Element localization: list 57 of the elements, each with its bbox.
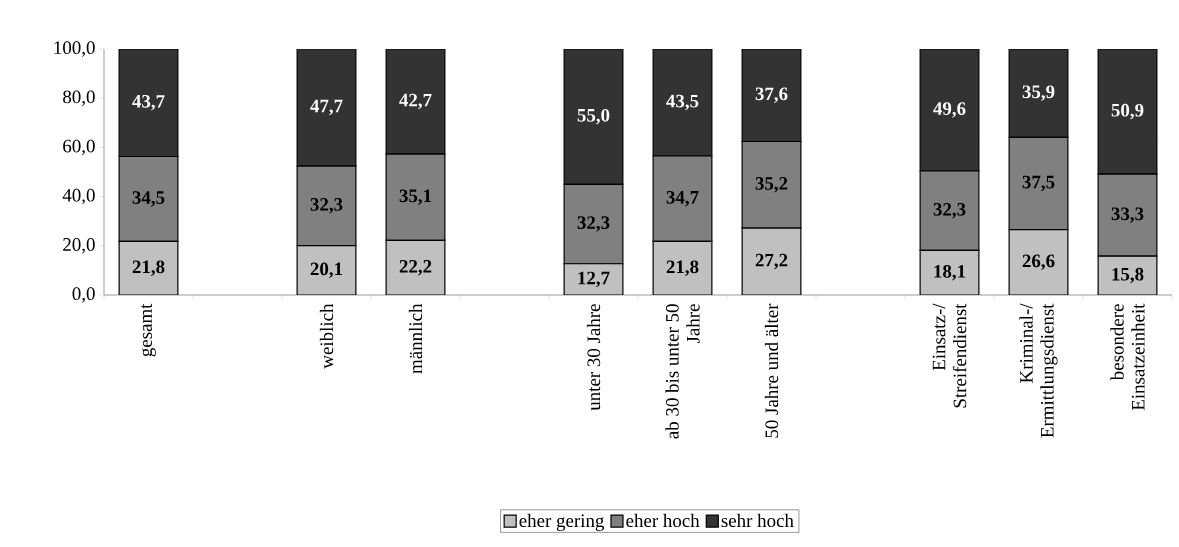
data-label: 27,2	[755, 253, 788, 270]
bar	[741, 227, 802, 295]
x-tick-label: 50 Jahre und älter	[764, 303, 779, 438]
x-tick-label: unter 30 Jahre	[586, 304, 601, 411]
y-tick-label: 80,0	[63, 90, 95, 106]
data-label: 21,8	[132, 260, 165, 276]
data-label: 32,3	[310, 198, 343, 214]
data-label: 15,8	[1112, 267, 1144, 284]
x-tick-label: ab 30 bis unter 50 Jahre	[665, 304, 700, 439]
x-tick-label: weiblich	[319, 303, 334, 369]
data-label: 26,6	[1022, 254, 1055, 270]
y-tick-label: 40,0	[62, 188, 95, 205]
legend-label: eher gering	[519, 513, 605, 531]
data-label: 35,2	[755, 177, 788, 193]
bar	[385, 239, 446, 295]
data-label: 20,1	[310, 262, 343, 279]
bar	[296, 49, 357, 167]
data-label: 22,2	[399, 259, 432, 276]
y-tick-label: 20,0	[63, 238, 95, 254]
data-label: 50,9	[1111, 103, 1144, 120]
data-label: 35,9	[1022, 85, 1055, 101]
bar	[652, 49, 713, 157]
data-label: 21,8	[666, 260, 699, 276]
data-label: 55,0	[577, 108, 610, 125]
legend-label: sehr hoch	[721, 513, 794, 528]
bar	[919, 49, 980, 172]
data-label: 49,6	[933, 102, 966, 118]
bar	[1008, 49, 1069, 138]
data-label: 18,1	[934, 264, 966, 281]
data-label: 37,5	[1022, 175, 1055, 192]
data-label: 42,7	[399, 93, 432, 110]
data-label: 43,7	[132, 95, 165, 111]
legend-label: eher hoch	[626, 513, 700, 528]
bar	[1008, 228, 1069, 295]
y-tick-label: 0,0	[72, 287, 95, 303]
x-tick-label: Kriminal-/ Ermittlungsdienst	[1019, 303, 1058, 438]
data-label: 32,3	[577, 216, 610, 232]
x-tick-label: gesamt	[141, 303, 156, 357]
bar	[385, 49, 446, 155]
data-label: 32,3	[933, 203, 966, 219]
data-label: 47,7	[310, 99, 343, 116]
bar	[118, 49, 179, 158]
x-tick-label: Einsatz-/ Streifendienst	[932, 303, 967, 408]
data-label: 34,5	[132, 191, 165, 207]
data-label: 35,1	[399, 189, 432, 205]
bar	[563, 49, 624, 185]
data-label: 43,5	[666, 94, 699, 111]
x-tick-label: männlich	[408, 303, 423, 374]
data-label: 37,6	[755, 87, 788, 103]
x-tick-label: besondere Einsatzeinheit	[1110, 303, 1145, 411]
bar	[741, 49, 802, 143]
y-tick-label: 60,0	[63, 139, 95, 156]
data-label: 33,3	[1111, 207, 1144, 223]
data-label: 12,7	[578, 271, 610, 288]
y-tick-label: 100,0	[54, 41, 95, 57]
bar	[1097, 49, 1158, 175]
data-label: 34,7	[666, 190, 699, 207]
